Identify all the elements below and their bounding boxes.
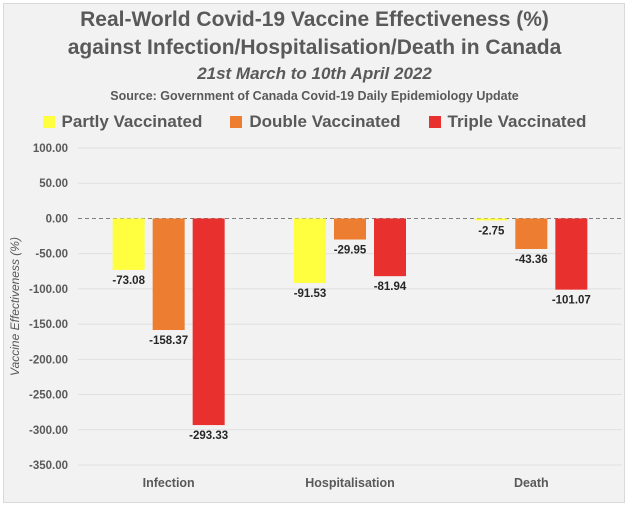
legend-label-partly: Partly Vaccinated [61, 112, 203, 131]
bar [294, 218, 326, 283]
y-tick-label: -300.00 [29, 425, 68, 437]
category-label: Hospitalisation [305, 476, 395, 490]
y-tick-label: -250.00 [29, 390, 68, 402]
legend-label-double: Double Vaccinated [249, 112, 401, 131]
legend-item-triple: Triple Vaccinated [428, 112, 587, 132]
bar [192, 218, 225, 426]
bar [374, 218, 406, 277]
bar [112, 218, 145, 270]
chart-title: Real-World Covid-19 Vaccine Effectivenes… [80, 8, 549, 31]
data-label: -293.33 [189, 430, 228, 442]
bar [515, 218, 548, 249]
category-label: Death [514, 476, 549, 490]
legend-swatch-triple [428, 116, 441, 128]
data-label: -101.07 [552, 295, 591, 307]
legend-item-double: Double Vaccinated [230, 112, 401, 132]
y-tick-label: -50.00 [35, 249, 68, 261]
legend-item-partly: Partly Vaccinated [42, 112, 203, 132]
y-tick-label: -200.00 [29, 354, 68, 366]
bar [152, 218, 185, 331]
data-label: -91.53 [294, 288, 327, 300]
data-label: -29.95 [334, 245, 367, 257]
data-label: -73.08 [112, 275, 145, 287]
y-tick-label: -350.00 [29, 460, 68, 472]
y-tick-label: 100.00 [33, 143, 68, 155]
bar [555, 218, 588, 290]
data-label: -158.37 [149, 335, 188, 347]
chart-title-line2: against Infection/Hospitalisation/Death … [67, 36, 562, 59]
bar [334, 218, 366, 240]
y-tick-label: -150.00 [29, 319, 68, 331]
legend: Partly Vaccinated Double Vaccinated Trip… [0, 112, 629, 132]
bar [475, 218, 508, 221]
category-label: Infection [143, 476, 195, 490]
y-tick-label: -100.00 [29, 284, 68, 296]
y-tick-label: 50.00 [39, 178, 68, 190]
legend-swatch-double [230, 116, 243, 128]
legend-label-triple: Triple Vaccinated [447, 112, 587, 131]
data-label: -2.75 [478, 225, 505, 237]
y-axis-label: Vaccine Effectiveness (%) [8, 237, 22, 376]
data-label: -43.36 [515, 254, 548, 266]
y-tick-label: 0.00 [46, 213, 68, 225]
chart-source: Source: Government of Canada Covid-19 Da… [110, 89, 519, 103]
legend-swatch-partly [42, 116, 55, 128]
data-label: -81.94 [374, 281, 407, 293]
chart-subtitle: 21st March to 10th April 2022 [197, 64, 432, 83]
